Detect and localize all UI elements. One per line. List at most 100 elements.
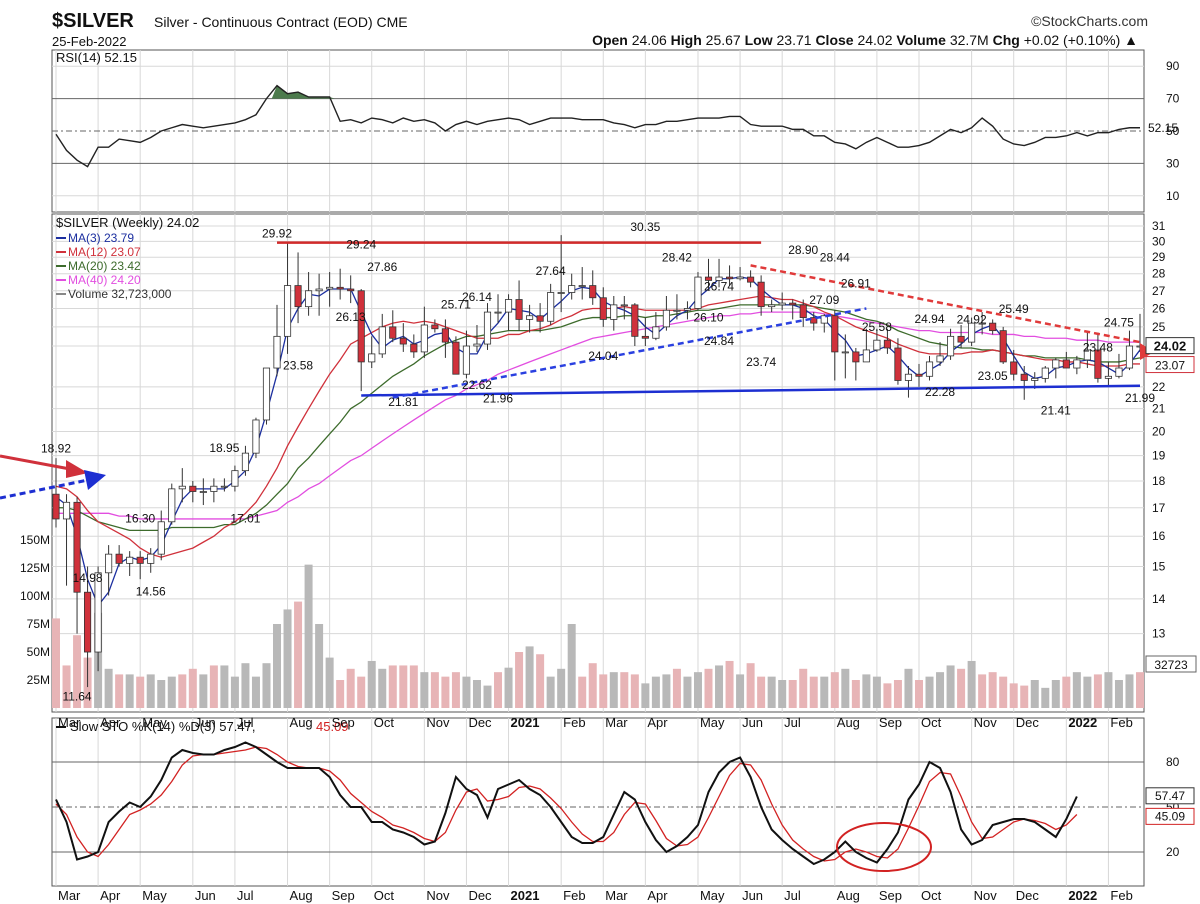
volume-last-label: 32723 <box>1154 658 1188 672</box>
candle-body <box>715 276 723 281</box>
volume-bar <box>1083 676 1092 708</box>
volume-bar <box>494 672 503 708</box>
candle-body <box>989 322 997 332</box>
sto-tick-label: 20 <box>1166 845 1180 859</box>
price-annotation-label: 17.01 <box>230 512 260 526</box>
price-annotation-label: 24.84 <box>704 334 734 348</box>
price-annotation-label: 26.74 <box>704 279 734 293</box>
candle-body <box>294 285 302 308</box>
volume-last-label-box <box>1145 655 1197 673</box>
candle-body <box>136 556 144 564</box>
candle-body <box>820 315 828 324</box>
candle-body <box>810 317 818 324</box>
candle-body <box>725 276 734 280</box>
volume-bar <box>1072 672 1081 708</box>
price-annotation-label: 14.56 <box>136 584 166 598</box>
volume-bar <box>641 683 650 708</box>
price-annotation-label: 29.24 <box>346 237 376 251</box>
sto-tick-label: 80 <box>1166 755 1180 769</box>
candle-body <box>736 276 744 280</box>
candle-body <box>747 276 755 283</box>
candle-body <box>483 311 492 345</box>
x-axis-label-sto: Sep <box>879 888 902 903</box>
candle-body <box>831 315 839 353</box>
price-annotation-label: 23.05 <box>978 369 1008 383</box>
candle-body <box>157 521 165 555</box>
candle-body <box>778 302 786 306</box>
price-annotation-label: 23.58 <box>283 358 313 372</box>
candle-body <box>441 328 449 343</box>
candle-body <box>378 326 386 355</box>
candle-body <box>536 315 544 322</box>
candle-body <box>1062 359 1070 369</box>
price-annotation-label: 26.13 <box>336 310 366 324</box>
candle-body <box>515 299 523 320</box>
volume-bar <box>662 674 671 708</box>
rsi-overbought-fill <box>271 85 335 99</box>
price-annotation-label: 28.90 <box>788 243 818 257</box>
volume-bar <box>1104 672 1113 708</box>
volume-bar <box>725 660 734 708</box>
candle-body <box>957 335 965 343</box>
x-axis-label-price: May <box>142 715 167 730</box>
volume-bar <box>546 676 555 708</box>
exchange-text: CME <box>376 14 408 30</box>
x-axis-label-price: Jul <box>237 715 254 730</box>
x-axis-label-sto: Jun <box>195 888 216 903</box>
candle-body <box>315 288 323 292</box>
candle-body <box>852 351 860 363</box>
volume-bar <box>188 668 197 708</box>
price-annotation-label: 28.44 <box>820 250 850 264</box>
candle-body <box>389 326 397 339</box>
volume-bar <box>746 663 755 708</box>
up-arrow-icon: ▲ <box>1124 32 1138 48</box>
sto-title: Slow STO %K(14) %D(3) 57.47, <box>70 719 255 734</box>
price-annotation-label: 21.41 <box>1041 404 1071 418</box>
x-axis-label-sto: Jul <box>237 888 254 903</box>
candle-body <box>578 285 586 287</box>
support-trendline <box>361 384 1141 397</box>
x-axis-label-sto: Nov <box>426 888 450 903</box>
candle-body <box>999 330 1007 363</box>
candle-body <box>789 302 797 306</box>
sto-k-line <box>55 741 1078 866</box>
price-tick-label: 18 <box>1152 474 1166 488</box>
volume-tick-label: 100M <box>20 589 50 603</box>
x-axis-label-sto: Nov <box>974 888 998 903</box>
candle-body <box>1073 359 1081 369</box>
candle-body <box>694 276 702 309</box>
candle-body <box>1031 377 1039 381</box>
price-annotation-label: 24.75 <box>1104 316 1134 330</box>
candle-body <box>115 553 123 564</box>
volume-bar <box>1041 687 1050 708</box>
symbol-title: $SILVER <box>52 10 134 32</box>
x-axis-label-sto: Feb <box>1110 888 1132 903</box>
x-axis-label-price: Nov <box>974 715 998 730</box>
x-axis-label-price: Sep <box>879 715 902 730</box>
candle-body <box>62 501 71 520</box>
candle-body <box>768 304 776 308</box>
candle-body <box>841 351 849 354</box>
candle-body <box>326 286 334 290</box>
volume-bar <box>893 680 902 708</box>
price-tick-label: 22 <box>1152 380 1166 394</box>
price-tick-label: 20 <box>1152 425 1166 439</box>
price-tick-label: 26 <box>1152 301 1166 315</box>
x-axis-label-sto: Aug <box>290 888 313 903</box>
downtrend-trendline <box>750 264 1141 344</box>
price-annotation-label: 21.81 <box>388 395 418 409</box>
volume-bar <box>1093 674 1102 708</box>
candle-body <box>283 285 292 337</box>
x-axis-label-sto: Sep <box>332 888 355 903</box>
candle-body <box>757 281 765 308</box>
legend-entry: MA(20) 23.42 <box>68 259 141 273</box>
x-axis-label-price: Apr <box>100 715 121 730</box>
candle-body <box>1094 349 1102 379</box>
price-annotation-label: 14.98 <box>73 571 103 585</box>
price-tick-label: 28 <box>1152 267 1166 281</box>
volume-bar <box>672 668 681 708</box>
volume-bar <box>357 676 366 708</box>
candle-body <box>504 299 513 313</box>
volume-bar <box>483 685 492 708</box>
volume-bar <box>504 667 513 708</box>
